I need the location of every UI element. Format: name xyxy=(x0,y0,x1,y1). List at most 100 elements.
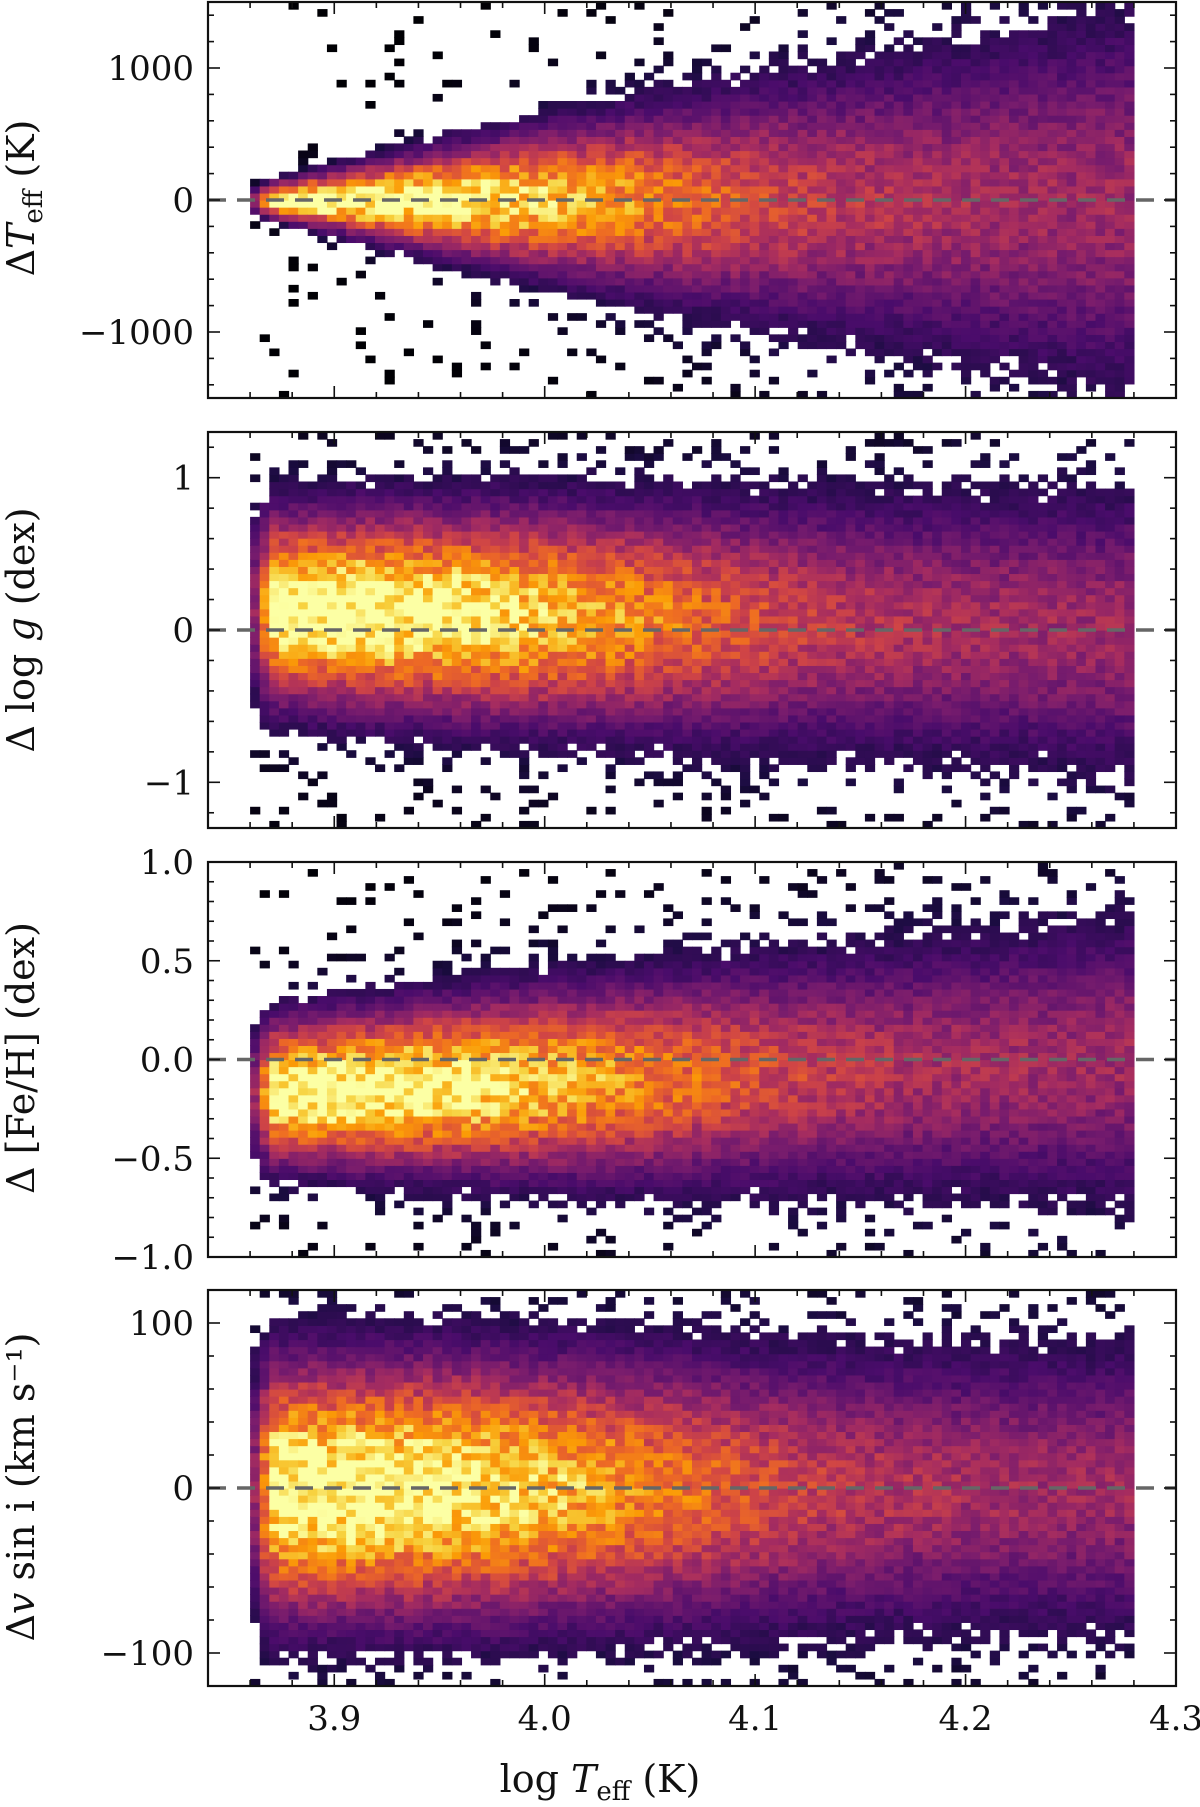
density-cell xyxy=(778,178,789,187)
density-cell xyxy=(413,757,424,765)
density-cell xyxy=(403,545,415,553)
density-cell xyxy=(288,214,299,222)
density-cell xyxy=(653,284,664,293)
density-cell xyxy=(989,383,1001,392)
density-cell xyxy=(912,207,924,215)
density-cell xyxy=(442,150,453,159)
density-cell xyxy=(432,644,443,652)
density-cell xyxy=(259,658,270,666)
density-cell xyxy=(605,580,616,589)
density-cell xyxy=(269,764,280,773)
density-cell xyxy=(1105,327,1116,335)
density-cell xyxy=(970,327,981,335)
density-cell xyxy=(970,185,981,194)
density-cell xyxy=(432,573,443,582)
density-cell xyxy=(413,587,424,596)
density-cell xyxy=(336,460,347,468)
density-cell xyxy=(1066,44,1077,53)
density-cell xyxy=(884,235,895,244)
density-cell xyxy=(672,129,683,137)
density-cell xyxy=(595,601,607,610)
density-cell xyxy=(970,79,981,88)
density-cell xyxy=(480,700,491,709)
density-cell xyxy=(634,101,645,109)
density-cell xyxy=(269,679,280,688)
density-cell xyxy=(605,651,616,659)
density-cell xyxy=(413,171,424,180)
density-cell xyxy=(989,249,1001,258)
density-cell xyxy=(605,136,616,145)
density-cell xyxy=(634,601,645,610)
density-cell xyxy=(317,721,328,730)
density-cell xyxy=(701,341,712,350)
density-cell xyxy=(288,2,299,10)
density-cell xyxy=(384,44,395,53)
density-cell xyxy=(643,164,655,173)
density-cell xyxy=(355,615,366,624)
density-cell xyxy=(403,185,415,194)
density-cell xyxy=(471,129,482,137)
density-cell xyxy=(403,637,415,645)
density-cell xyxy=(989,185,1001,194)
density-cell xyxy=(663,235,674,244)
density-cell xyxy=(634,136,645,145)
density-cell xyxy=(307,171,318,180)
density-cell xyxy=(980,129,991,137)
density-cell xyxy=(989,58,1001,67)
density-cell xyxy=(519,630,530,638)
density-cell xyxy=(278,721,290,730)
density-cell xyxy=(960,44,972,53)
density-cell xyxy=(288,587,299,596)
density-cell xyxy=(653,143,664,152)
density-cell xyxy=(278,601,290,610)
density-cell xyxy=(442,531,453,539)
density-cell xyxy=(1057,164,1068,173)
density-cell xyxy=(1028,157,1039,166)
density-cell xyxy=(423,573,434,582)
density-cell xyxy=(1066,157,1077,166)
density-cell xyxy=(423,495,434,504)
density-cell xyxy=(403,214,415,222)
density-cell xyxy=(250,552,261,560)
density-cell xyxy=(672,242,683,251)
density-cell xyxy=(1037,143,1049,152)
density-cell xyxy=(788,327,799,335)
density-cell xyxy=(807,320,818,328)
density-cell xyxy=(970,93,981,102)
density-cell xyxy=(346,672,357,681)
density-cell xyxy=(595,729,607,737)
density-cell xyxy=(384,242,395,251)
density-cell xyxy=(326,488,338,497)
density-cell xyxy=(519,538,530,546)
density-cell xyxy=(1124,242,1135,251)
density-cell xyxy=(634,658,645,666)
density-cell xyxy=(740,320,751,328)
density-cell xyxy=(903,171,914,180)
density-cell xyxy=(1095,306,1106,314)
density-cell xyxy=(538,474,549,483)
density-cell xyxy=(816,185,828,194)
density-cell xyxy=(307,573,318,582)
density-cell xyxy=(519,178,530,187)
density-cell xyxy=(538,115,549,123)
density-cell xyxy=(586,79,597,88)
density-cell xyxy=(634,743,645,751)
density-cell xyxy=(864,284,876,293)
density-cell xyxy=(1066,390,1077,399)
density-cell xyxy=(365,474,376,483)
density-cell xyxy=(740,221,751,229)
density-cell xyxy=(903,143,914,152)
density-cell xyxy=(845,214,856,222)
density-cell xyxy=(826,108,837,116)
density-cell xyxy=(1095,44,1106,53)
density-cell xyxy=(1018,334,1029,343)
density-cell xyxy=(1085,334,1097,343)
density-cell xyxy=(509,122,520,130)
density-cell xyxy=(643,115,655,123)
density-cell xyxy=(567,538,578,546)
density-cell xyxy=(278,200,290,208)
density-cell xyxy=(586,729,597,737)
density-cell xyxy=(643,185,655,194)
density-cell xyxy=(451,488,463,497)
density-cell xyxy=(336,235,347,244)
